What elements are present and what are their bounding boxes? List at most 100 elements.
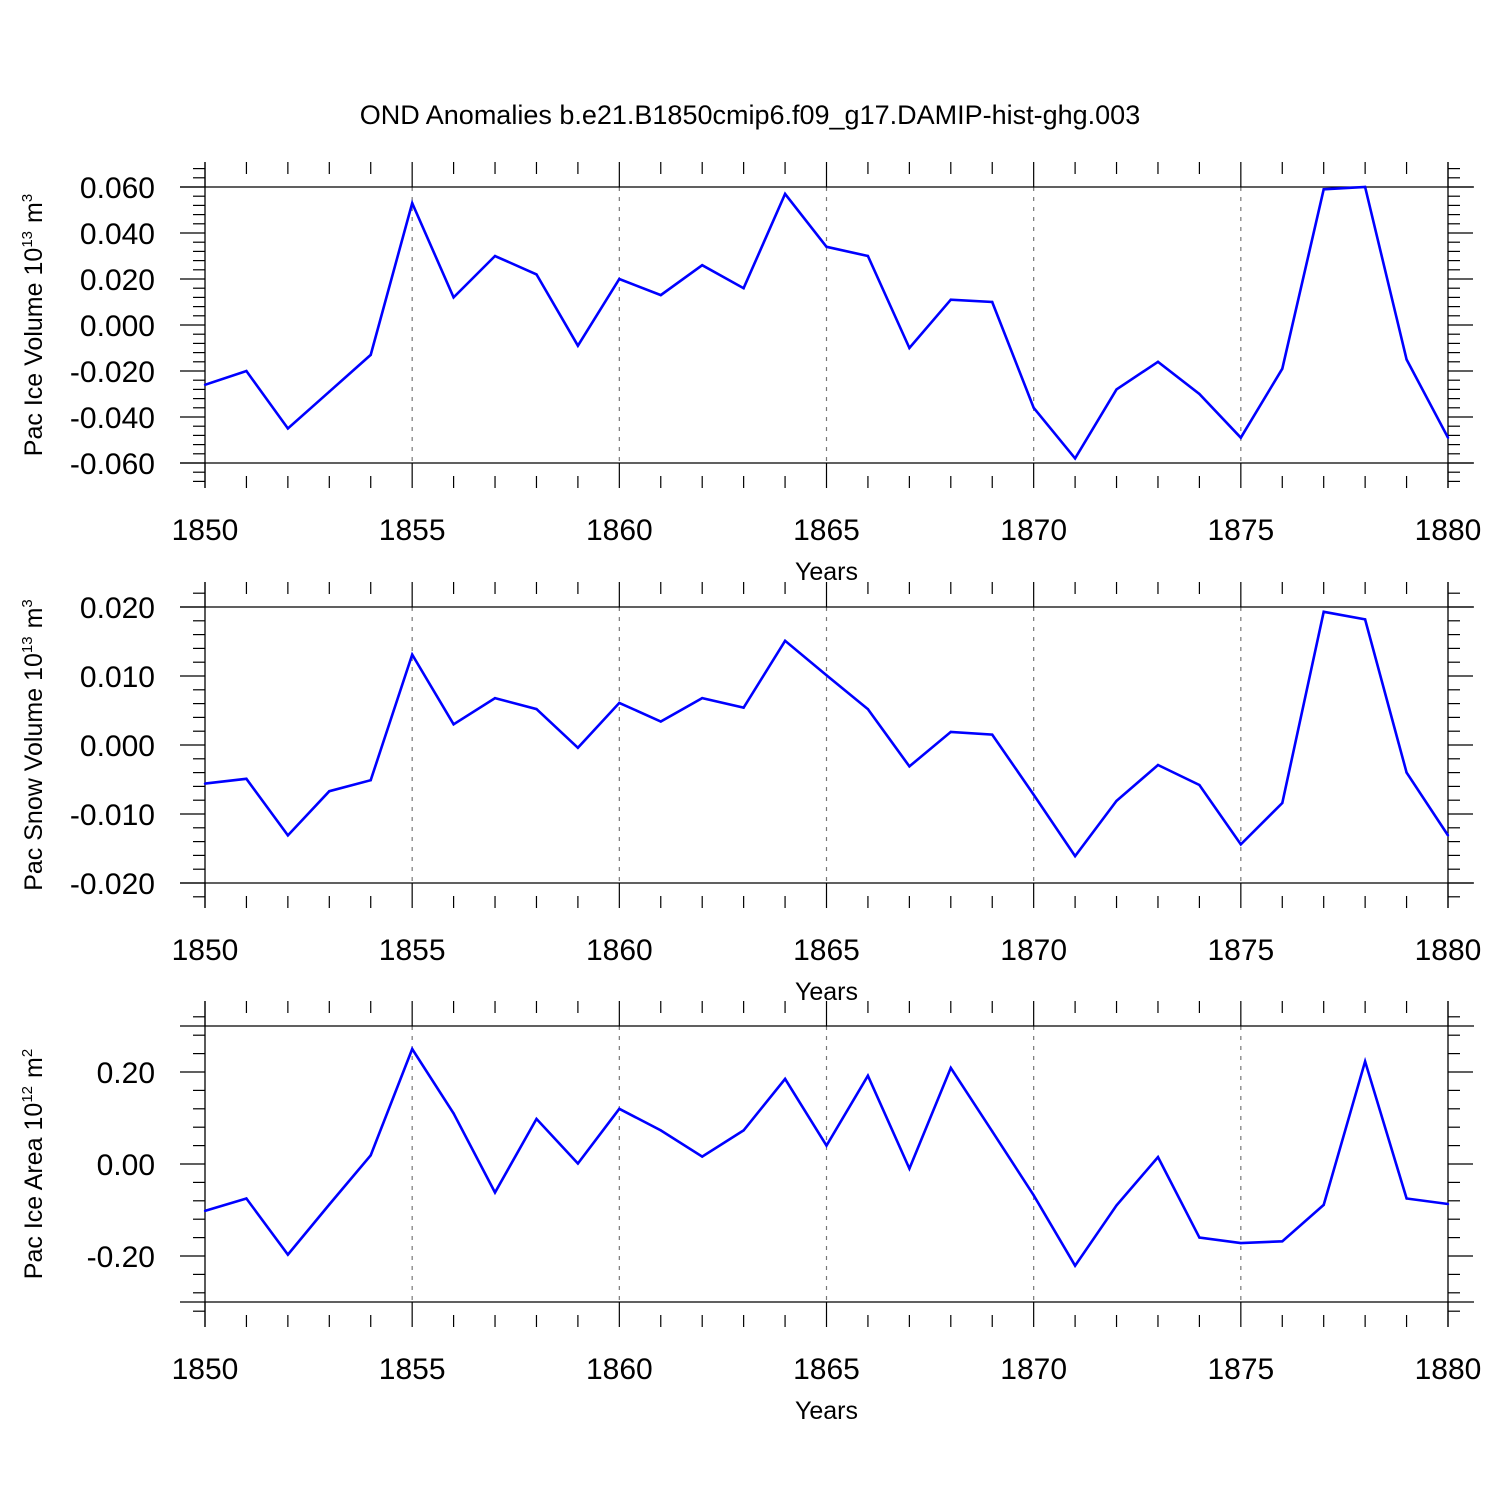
x-axis-label: Years <box>795 558 858 586</box>
y-label-unit: m <box>20 202 48 223</box>
data-point <box>493 1191 497 1194</box>
data-point <box>1156 360 1160 363</box>
y-label-unit-base: 10 <box>20 248 48 276</box>
data-point <box>535 707 538 711</box>
data-point <box>991 733 994 736</box>
data-point <box>1405 771 1408 774</box>
data-point <box>410 1047 414 1051</box>
y-tick-label: 0.00 <box>97 1149 155 1182</box>
data-point <box>701 264 704 267</box>
data-point <box>576 344 580 347</box>
data-point <box>576 1162 580 1165</box>
x-tick-label: 1860 <box>586 514 653 547</box>
y-label-unit-unit-exponent: 3 <box>19 194 36 202</box>
data-point <box>618 1107 621 1111</box>
data-point <box>659 293 662 297</box>
y-label-unit-base: 10 <box>20 653 48 681</box>
x-tick-label: 1880 <box>1415 1353 1482 1386</box>
data-point <box>328 790 331 793</box>
x-tick-label: 1850 <box>172 1353 239 1386</box>
data-point <box>742 1129 745 1132</box>
x-tick-label: 1880 <box>1415 514 1482 547</box>
data-point <box>328 1203 331 1206</box>
data-point <box>742 706 745 709</box>
y-tick-label: 0.010 <box>80 661 155 694</box>
y-tick-label: 0.060 <box>80 172 155 205</box>
data-point <box>1239 436 1243 439</box>
panel-2: -0.020 -0.010 0.000 0.010 0.020 1850 1855 1860 1… <box>19 582 1481 1006</box>
x-tick-label: 1870 <box>1000 1353 1067 1386</box>
x-tick-label: 1865 <box>793 1353 860 1386</box>
data-point <box>701 696 704 700</box>
data-point <box>369 778 372 782</box>
data-point <box>866 254 870 258</box>
data-point <box>245 1197 248 1200</box>
x-tick-label: 1875 <box>1207 1353 1274 1386</box>
data-point <box>286 427 290 430</box>
y-label-name: Pac Ice Area <box>20 1137 48 1279</box>
data-point <box>1405 1197 1408 1200</box>
x-axis-label: Years <box>795 1397 858 1425</box>
panel-3: -0.20 0.00 0.20 1850 1855 1860 1865 1870 1875 188… <box>19 1001 1481 1425</box>
data-point <box>783 639 787 643</box>
data-point <box>825 245 828 248</box>
y-tick-label: 0.20 <box>97 1057 155 1090</box>
data-point <box>618 701 621 705</box>
data-point <box>1322 1203 1325 1207</box>
data-point <box>1115 1204 1118 1207</box>
y-axis-label: Pac Ice Volume 1013 m3 <box>19 194 48 456</box>
data-point <box>1239 843 1243 846</box>
data-point <box>991 300 994 304</box>
y-tick-label: -0.020 <box>70 356 155 389</box>
y-tick-label: -0.010 <box>70 799 155 832</box>
data-point <box>1239 1241 1243 1245</box>
data-point <box>1405 358 1408 361</box>
data-point <box>286 1253 290 1256</box>
data-point <box>908 1167 911 1170</box>
y-label-unit-exponent: 12 <box>19 1086 36 1103</box>
y-tick-label: -0.060 <box>70 448 155 481</box>
data-point <box>203 782 207 785</box>
data-point <box>866 1074 870 1077</box>
data-point <box>535 1117 538 1121</box>
y-label-name: Pac Ice Volume <box>20 282 48 456</box>
y-label-name: Pac Snow Volume <box>20 688 48 891</box>
data-point <box>908 346 911 350</box>
data-point <box>1322 610 1325 614</box>
data-point <box>1446 436 1450 439</box>
data-point <box>328 390 331 393</box>
data-point <box>1073 854 1077 858</box>
data-point <box>576 746 580 749</box>
panel-1: -0.060 -0.040 -0.020 0.000 0.020 0.040 0.060 18… <box>19 162 1481 586</box>
data-point <box>1115 388 1118 391</box>
x-tick-label: 1865 <box>793 514 860 547</box>
y-tick-label: 0.000 <box>80 730 155 763</box>
data-point <box>1073 457 1077 460</box>
data-point <box>245 777 248 781</box>
x-tick-label: 1850 <box>172 514 239 547</box>
data-point <box>1073 1264 1077 1267</box>
data-point <box>452 1112 455 1115</box>
data-point <box>825 674 828 677</box>
data-point <box>203 1209 207 1213</box>
x-tick-label: 1880 <box>1415 934 1482 967</box>
x-tick-label: 1855 <box>379 934 446 967</box>
y-tick-label: -0.020 <box>70 868 155 901</box>
x-tick-label: 1855 <box>379 1353 446 1386</box>
data-point <box>1446 834 1450 837</box>
data-point <box>1363 1060 1367 1063</box>
data-point <box>1156 1155 1160 1159</box>
y-axis-label: Pac Snow Volume 1013 m3 <box>19 599 48 891</box>
data-point <box>286 834 290 837</box>
data-point <box>1032 793 1035 796</box>
data-point <box>410 653 414 656</box>
panels: -0.060 -0.040 -0.020 0.000 0.020 0.040 0.060 18… <box>19 162 1481 1425</box>
data-point <box>701 1155 704 1158</box>
data-point <box>493 696 497 700</box>
x-tick-label: 1860 <box>586 1353 653 1386</box>
data-point <box>1032 1194 1035 1197</box>
x-tick-label: 1860 <box>586 934 653 967</box>
x-tick-label: 1870 <box>1000 514 1067 547</box>
data-point <box>410 201 414 205</box>
data-point <box>452 723 455 726</box>
